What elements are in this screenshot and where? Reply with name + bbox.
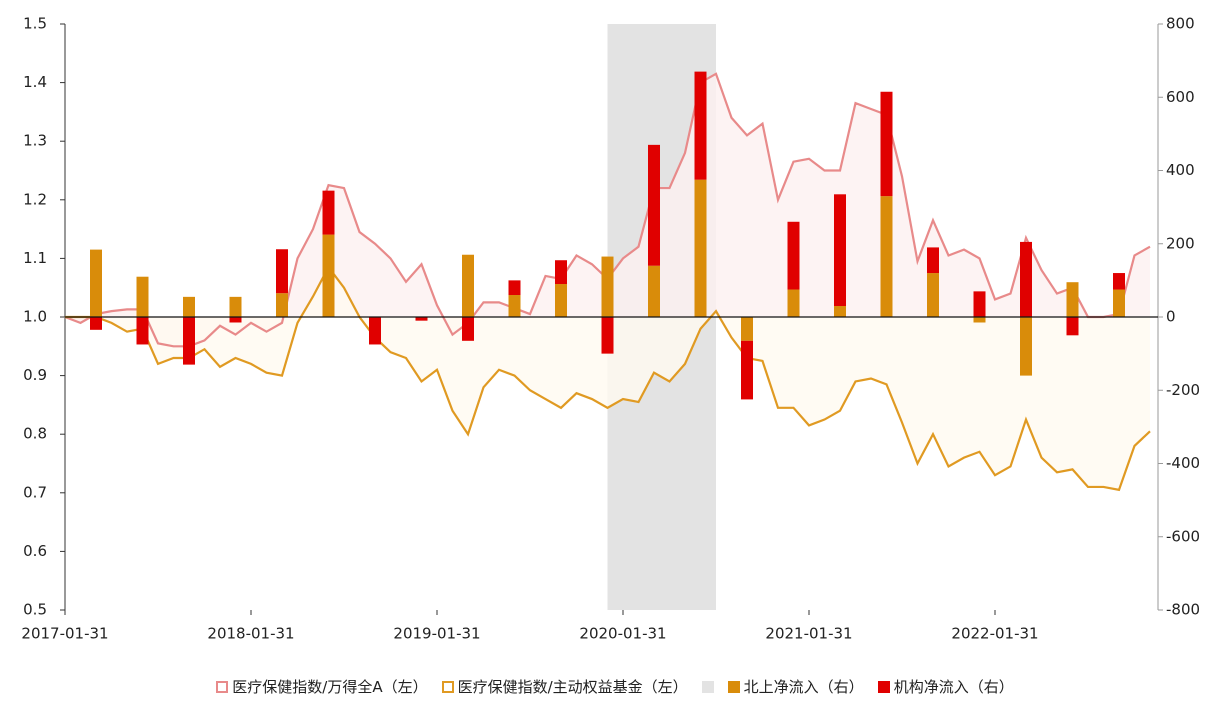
bar bbox=[648, 144, 660, 266]
legend-label: 医疗保健指数/万得全A（左） bbox=[232, 678, 428, 696]
y2-tick-label: -400 bbox=[1166, 454, 1200, 472]
y2-tick-label: 400 bbox=[1166, 161, 1195, 179]
legend-swatch bbox=[216, 680, 229, 693]
bar bbox=[927, 273, 939, 317]
bar bbox=[1113, 289, 1125, 317]
legend-swatch bbox=[727, 680, 740, 693]
bar bbox=[462, 317, 474, 341]
bars bbox=[90, 71, 1125, 400]
area bbox=[65, 267, 1150, 490]
bar bbox=[648, 265, 660, 317]
y-tick-label: 1.2 bbox=[23, 190, 47, 208]
x-tick-label: 2019-01-31 bbox=[393, 625, 480, 643]
bar bbox=[1113, 273, 1125, 290]
y2-tick-label: -800 bbox=[1166, 601, 1200, 619]
bar bbox=[834, 194, 846, 307]
x-tick-label: 2017-01-31 bbox=[21, 625, 108, 643]
legend: 医疗保健指数/万得全A（左） 医疗保健指数/主动权益基金（左） 北上净流入（右） 机构… bbox=[0, 676, 1230, 697]
y2-tick-label: 800 bbox=[1166, 15, 1195, 33]
bar bbox=[834, 306, 846, 317]
bar bbox=[136, 317, 149, 345]
y-tick-label: 0.8 bbox=[23, 425, 47, 443]
bar bbox=[322, 234, 335, 317]
y-tick-label: 1.5 bbox=[23, 15, 47, 33]
x-tick-label: 2022-01-31 bbox=[951, 625, 1038, 643]
y-tick-label: 1.0 bbox=[23, 308, 47, 326]
y-tick-label: 1.4 bbox=[23, 73, 47, 91]
bar bbox=[369, 317, 381, 345]
chart: 0.5 0.6 0.7 0.8 0.9 1.0 1.1 1.2 1.3 1.4 1.5 -800 -60… bbox=[21, 15, 1200, 643]
bar bbox=[276, 293, 288, 317]
y2-tick-label: -600 bbox=[1166, 527, 1200, 545]
bar bbox=[880, 196, 893, 317]
bar bbox=[276, 249, 288, 294]
y-tick-label: 0.5 bbox=[23, 601, 47, 619]
x-tick-label: 2021-01-31 bbox=[765, 625, 852, 643]
bar bbox=[880, 91, 893, 197]
y-tick-label: 0.9 bbox=[23, 366, 47, 384]
bar bbox=[508, 295, 521, 317]
bar bbox=[694, 179, 707, 317]
y-tick-label: 0.6 bbox=[23, 542, 47, 560]
bar bbox=[229, 317, 242, 323]
bar bbox=[322, 190, 335, 235]
bar bbox=[973, 317, 986, 323]
legend-item: 医疗保健指数/主动权益基金（左） bbox=[441, 676, 688, 697]
bar bbox=[183, 317, 195, 365]
bar bbox=[741, 317, 753, 341]
y-tick-label: 1.1 bbox=[23, 249, 47, 267]
bar bbox=[415, 317, 428, 321]
legend-label: 医疗保健指数/主动权益基金（左） bbox=[457, 678, 688, 696]
legend-label: 机构净流入（右） bbox=[893, 678, 1014, 696]
bar bbox=[741, 340, 753, 400]
bar bbox=[555, 260, 567, 285]
bar bbox=[1020, 241, 1032, 317]
bar bbox=[1066, 317, 1079, 336]
bar bbox=[973, 291, 986, 317]
bar bbox=[787, 289, 800, 317]
bar bbox=[183, 296, 195, 317]
bar bbox=[601, 317, 614, 354]
legend-item: 北上净流入（右） bbox=[727, 676, 864, 697]
x-tick-label: 2018-01-31 bbox=[207, 625, 294, 643]
legend-item: 机构净流入（右） bbox=[877, 676, 1014, 697]
bar bbox=[90, 249, 102, 317]
y2-tick-label: 600 bbox=[1166, 88, 1195, 106]
bar bbox=[555, 284, 567, 317]
line bbox=[65, 265, 1151, 492]
legend-swatch bbox=[877, 680, 890, 693]
y2-tick-label: 200 bbox=[1166, 234, 1195, 252]
legend-label: 北上净流入（右） bbox=[743, 678, 864, 696]
bar bbox=[694, 71, 707, 180]
bar bbox=[508, 280, 521, 296]
legend-item bbox=[701, 676, 714, 697]
legend-swatch bbox=[701, 680, 714, 693]
y-tick-label: 0.7 bbox=[23, 483, 47, 501]
bar bbox=[136, 276, 149, 317]
y2-tick-label: 0 bbox=[1166, 308, 1176, 326]
bar bbox=[90, 317, 102, 330]
bar bbox=[229, 296, 242, 317]
legend-item: 医疗保健指数/万得全A（左） bbox=[216, 676, 428, 697]
bar bbox=[601, 256, 614, 317]
bar bbox=[787, 221, 800, 290]
y-tick-label: 1.3 bbox=[23, 132, 47, 150]
bar bbox=[462, 254, 474, 317]
legend-swatch bbox=[441, 680, 454, 693]
y2-tick-label: -200 bbox=[1166, 381, 1200, 399]
x-tick-label: 2020-01-31 bbox=[579, 625, 666, 643]
bar bbox=[1066, 282, 1079, 317]
bar bbox=[927, 247, 939, 274]
bar bbox=[1020, 317, 1032, 376]
